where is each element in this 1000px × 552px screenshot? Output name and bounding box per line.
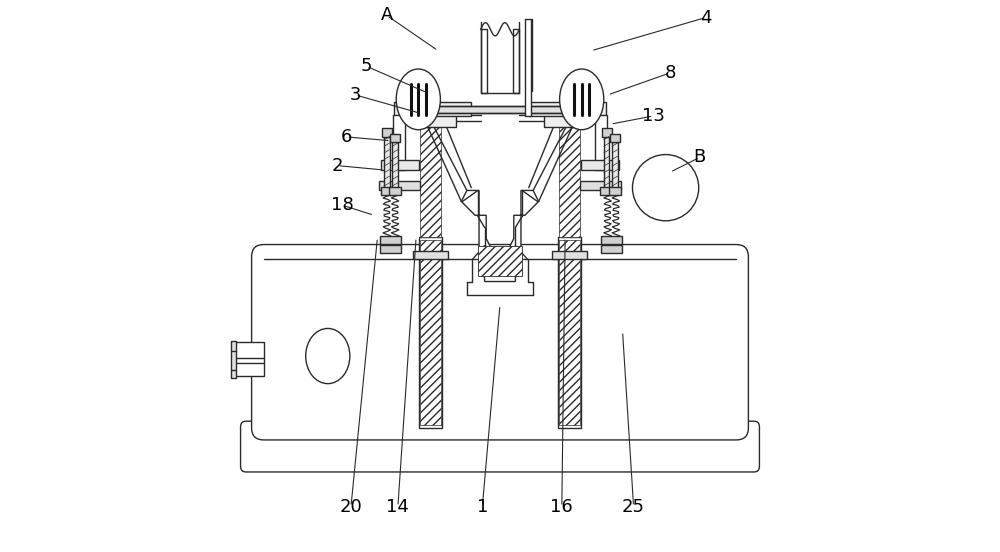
Text: 25: 25 (622, 498, 645, 516)
Text: 18: 18 (331, 197, 354, 214)
Bar (420, 127, 441, 237)
Bar (392, 142, 398, 189)
Bar (602, 128, 612, 137)
Bar (381, 187, 393, 195)
Text: B: B (694, 148, 706, 166)
Bar (513, 29, 519, 93)
Bar (559, 127, 580, 237)
Text: 13: 13 (642, 107, 665, 125)
Bar (379, 181, 420, 190)
Text: 6: 6 (341, 128, 352, 146)
Bar (411, 114, 456, 127)
Bar (612, 142, 618, 189)
Bar (525, 19, 531, 116)
Bar (552, 251, 587, 259)
FancyBboxPatch shape (252, 245, 748, 440)
Polygon shape (461, 190, 539, 282)
Bar (601, 236, 622, 244)
Text: 8: 8 (664, 64, 676, 82)
Bar (420, 240, 441, 425)
Bar (382, 128, 392, 137)
Bar (394, 102, 471, 116)
Bar (481, 29, 487, 93)
Bar (581, 160, 619, 170)
Bar (235, 342, 264, 376)
Bar (601, 245, 622, 253)
Bar (380, 245, 401, 253)
Bar (580, 181, 621, 190)
Bar (610, 134, 620, 142)
Bar (231, 341, 236, 378)
Bar (604, 137, 609, 189)
Text: 14: 14 (386, 498, 409, 516)
Bar (389, 187, 401, 195)
Text: 2: 2 (331, 157, 343, 174)
Bar (529, 102, 606, 116)
Ellipse shape (560, 69, 604, 130)
Bar (559, 240, 580, 425)
Bar (413, 251, 448, 259)
Text: 4: 4 (700, 9, 711, 26)
Bar (419, 237, 442, 428)
Bar (381, 160, 419, 170)
Text: 20: 20 (340, 498, 362, 516)
Bar (422, 106, 578, 113)
Bar (380, 236, 401, 244)
Bar (478, 246, 522, 276)
Bar (544, 114, 589, 127)
Bar (393, 115, 405, 170)
Ellipse shape (306, 328, 350, 384)
Bar (600, 187, 613, 195)
Bar (609, 187, 621, 195)
FancyBboxPatch shape (241, 421, 759, 472)
Text: 1: 1 (477, 498, 488, 516)
Text: 3: 3 (350, 86, 361, 104)
Bar (390, 134, 400, 142)
Bar (384, 137, 390, 189)
Text: 16: 16 (550, 498, 573, 516)
Bar (595, 115, 607, 170)
Bar (558, 237, 581, 428)
Ellipse shape (396, 69, 440, 130)
Text: A: A (381, 7, 393, 24)
Text: 5: 5 (361, 57, 372, 75)
